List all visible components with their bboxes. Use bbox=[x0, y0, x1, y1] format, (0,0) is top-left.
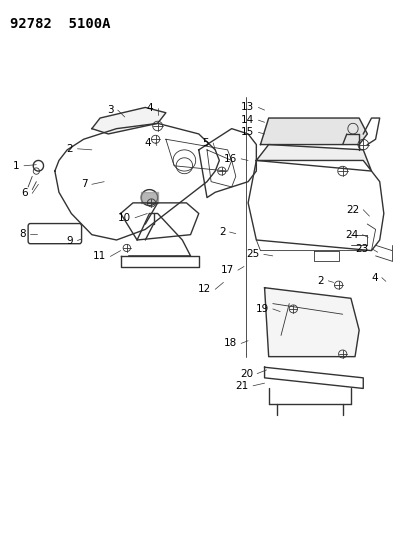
Text: 17: 17 bbox=[220, 265, 233, 275]
Polygon shape bbox=[92, 108, 166, 134]
Text: 16: 16 bbox=[223, 154, 237, 164]
Text: 19: 19 bbox=[255, 304, 268, 314]
Text: 5: 5 bbox=[202, 138, 209, 148]
Text: 8: 8 bbox=[19, 229, 26, 239]
Text: 2: 2 bbox=[317, 276, 323, 286]
Text: 4: 4 bbox=[370, 273, 377, 282]
Text: 20: 20 bbox=[240, 369, 252, 378]
Text: 18: 18 bbox=[223, 338, 237, 349]
Text: 14: 14 bbox=[240, 115, 254, 125]
Text: 13: 13 bbox=[240, 102, 254, 112]
Text: 10: 10 bbox=[118, 213, 131, 223]
Text: 3: 3 bbox=[107, 105, 114, 115]
Text: 15: 15 bbox=[240, 127, 254, 138]
Text: 12: 12 bbox=[197, 284, 211, 294]
Text: 7: 7 bbox=[81, 179, 88, 189]
Polygon shape bbox=[260, 118, 366, 144]
Text: 4: 4 bbox=[145, 138, 151, 148]
Polygon shape bbox=[264, 288, 358, 357]
Text: 21: 21 bbox=[235, 381, 248, 391]
Polygon shape bbox=[256, 144, 370, 171]
Text: 2: 2 bbox=[66, 144, 73, 154]
Text: 1: 1 bbox=[13, 161, 20, 171]
Text: 23: 23 bbox=[354, 244, 367, 254]
Text: 4: 4 bbox=[147, 103, 153, 114]
Text: 24: 24 bbox=[344, 230, 358, 240]
Text: 25: 25 bbox=[246, 249, 259, 260]
Text: 92782  5100A: 92782 5100A bbox=[9, 17, 110, 31]
Text: 6: 6 bbox=[21, 188, 28, 198]
Text: 2: 2 bbox=[218, 227, 225, 237]
Text: 9: 9 bbox=[66, 236, 73, 246]
Text: 22: 22 bbox=[345, 205, 358, 215]
Text: 11: 11 bbox=[93, 252, 106, 261]
